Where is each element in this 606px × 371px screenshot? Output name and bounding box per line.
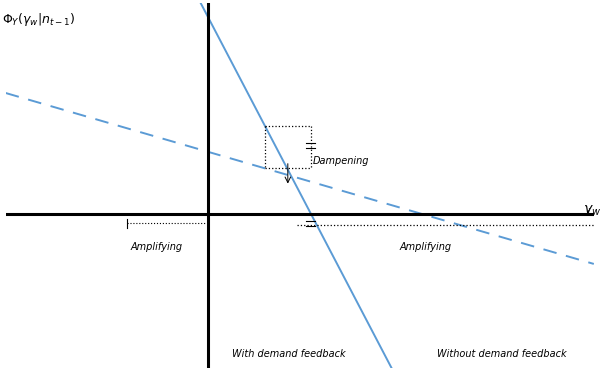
Text: Without demand feedback: Without demand feedback [437,348,567,358]
Text: i: i [587,208,590,218]
Text: Dampening: Dampening [313,155,369,165]
Text: $\gamma_w$: $\gamma_w$ [583,203,601,218]
Text: With demand feedback: With demand feedback [232,348,345,358]
Text: Amplifying: Amplifying [131,242,183,252]
Text: Amplifying: Amplifying [399,242,451,252]
Text: $\Phi_Y(\gamma_w|n_{t-1})$: $\Phi_Y(\gamma_w|n_{t-1})$ [2,11,76,28]
